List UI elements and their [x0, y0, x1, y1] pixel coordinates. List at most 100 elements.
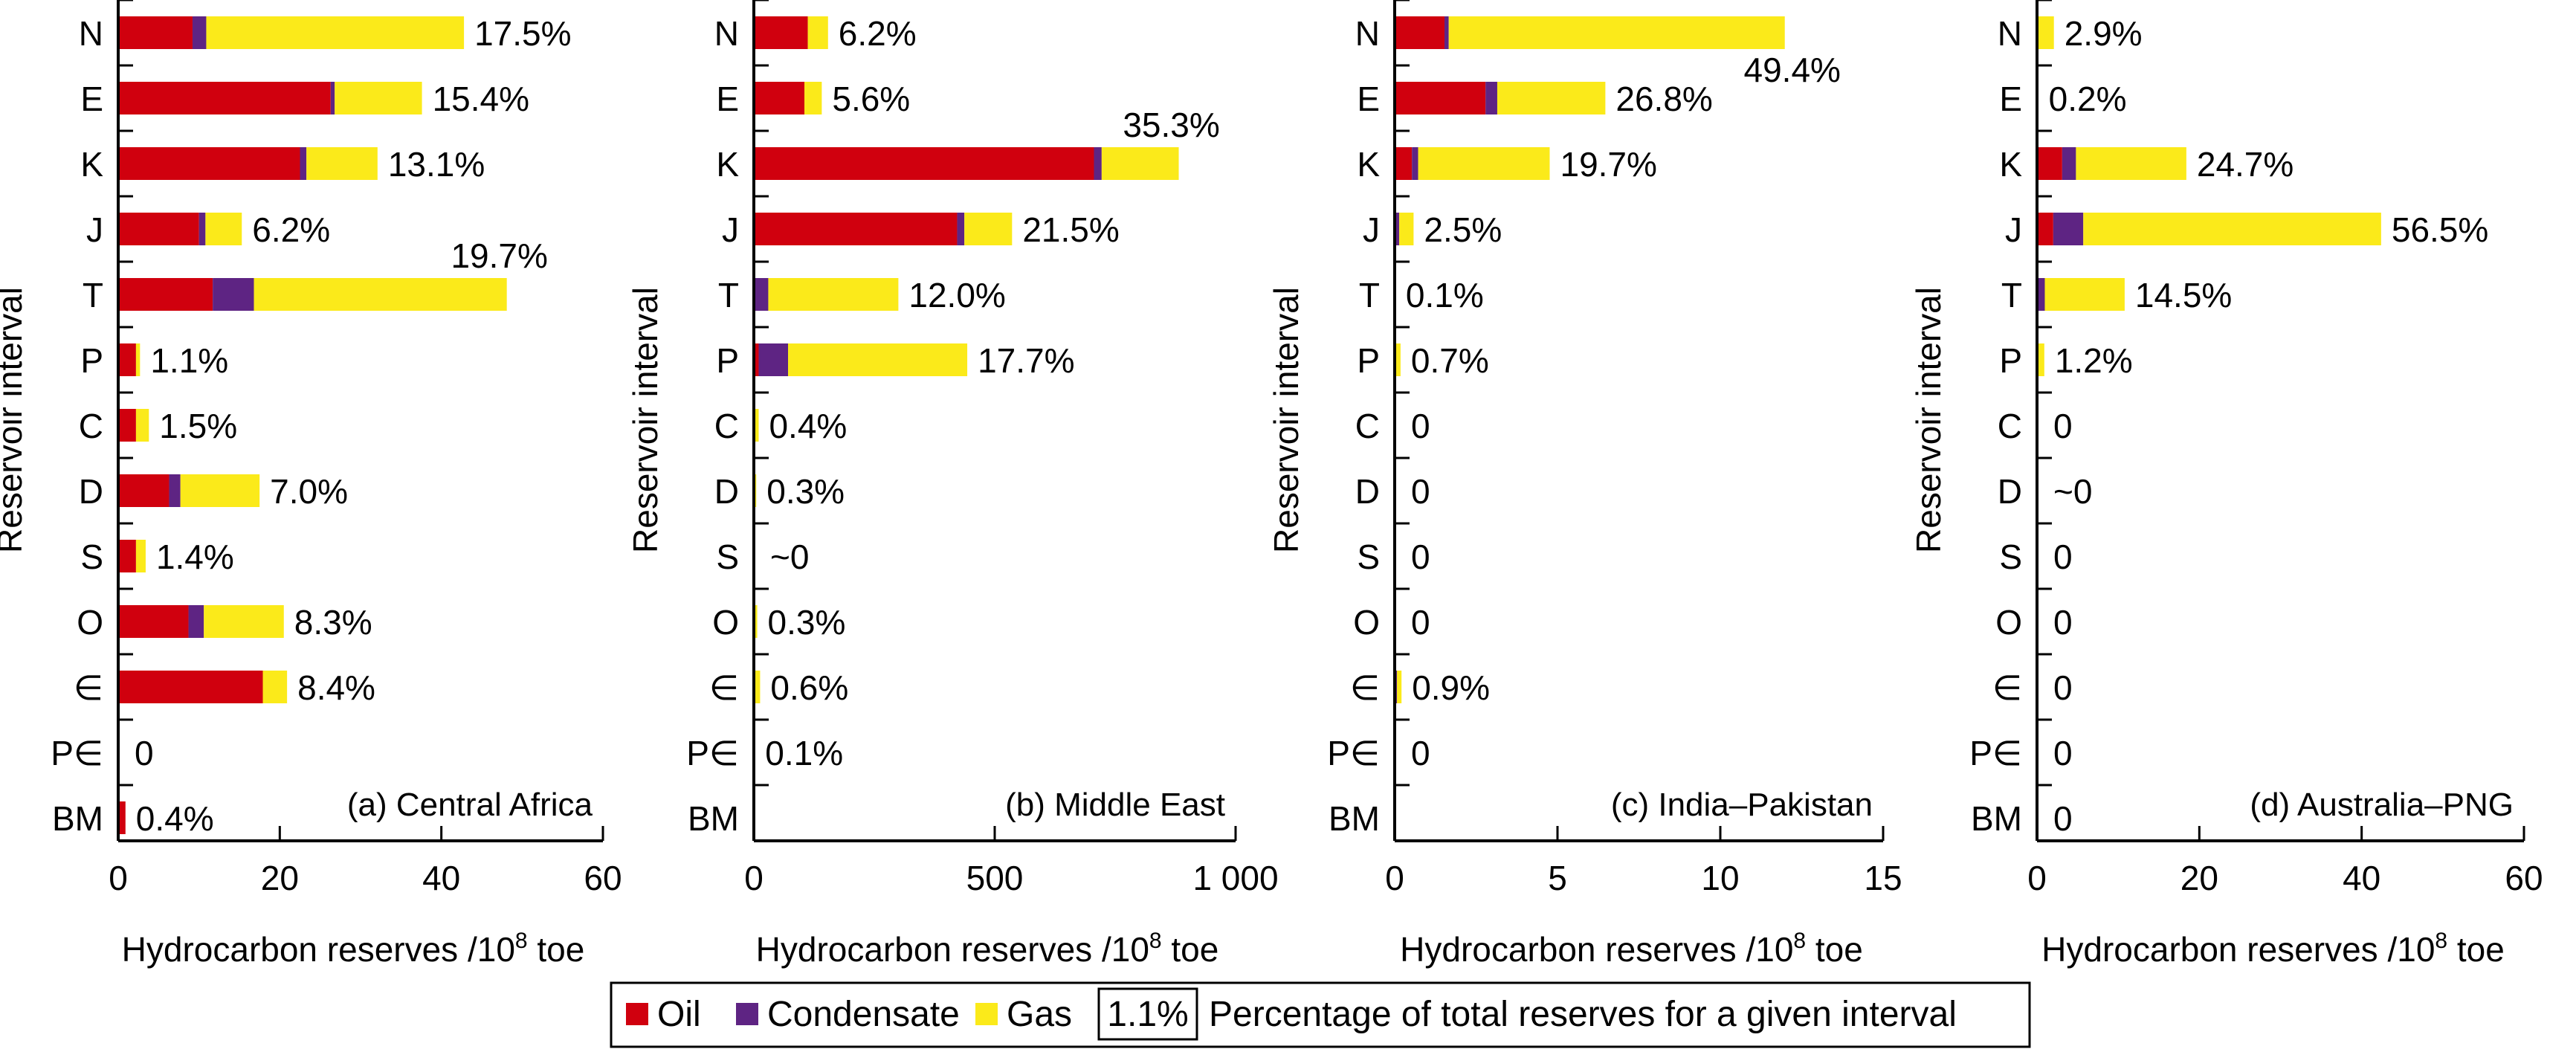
data-label: 0.6% [770, 668, 848, 707]
gas-segment [335, 82, 422, 114]
data-label: 7.0% [270, 472, 348, 511]
category-label: N [714, 14, 739, 53]
data-label: 0 [2053, 603, 2073, 642]
data-label: 0.4% [769, 407, 847, 445]
data-label: 56.5% [2392, 210, 2488, 249]
bar-row-2 [2037, 147, 2186, 180]
y-axis-title: Reservoir interval [0, 287, 29, 553]
panel-3: N49.4%E 26.8%K 19.7%J 2.5%T 0.1%P 0.7%C 0D 0S 0O… [1267, 0, 1902, 969]
oil-segment [118, 278, 213, 311]
bar-row-6 [118, 409, 149, 442]
bar-row-0 [1395, 16, 1785, 49]
oil-segment [118, 474, 170, 507]
data-label: 14.5% [2135, 276, 2232, 314]
bar-row-5 [754, 343, 968, 376]
x-tick-label: 40 [2343, 859, 2380, 897]
data-label: 0 [2053, 407, 2073, 445]
category-label: O [1353, 603, 1380, 642]
gas-segment [2083, 213, 2381, 245]
data-label: 0 [135, 734, 154, 772]
oil-segment [118, 16, 193, 49]
data-label: 0 [2053, 668, 2073, 707]
category-label: ∈ [709, 668, 739, 707]
x-axis-title: Hydrocarbon reserves /108 toe [2041, 929, 2505, 969]
gas-segment [1399, 213, 1414, 245]
data-label: 24.7% [2197, 145, 2293, 184]
gas-segment [1101, 147, 1179, 180]
gas-segment [135, 409, 149, 442]
condensate-segment [188, 605, 204, 638]
legend-label-condensate: Condensate [767, 995, 960, 1034]
x-tick-label: 0 [1385, 859, 1404, 897]
chart-panels: N 17.5% E 15.4% K 13.1% J 6.2% T 19.7% P 1.1% C 1.5% D… [0, 0, 2543, 969]
category-label: D [79, 472, 103, 511]
category-label: BM [1329, 799, 1380, 838]
bar-row-2 [118, 147, 378, 180]
gas-segment [205, 213, 242, 245]
category-label: T [718, 276, 739, 314]
bar-row-4 [2037, 278, 2125, 311]
category-label: S [1999, 538, 2022, 576]
data-label: 8.3% [294, 603, 372, 642]
data-label: 0.2% [2049, 80, 2127, 118]
category-label: K [80, 145, 103, 184]
legend-label-gas: Gas [1007, 995, 1072, 1034]
category-label: S [80, 538, 103, 576]
oil-segment [118, 82, 331, 114]
legend-swatch-condensate [736, 1003, 758, 1025]
condensate-segment [957, 213, 965, 245]
category-label: C [1355, 407, 1380, 445]
oil-segment [118, 605, 189, 638]
category-label: J [722, 210, 739, 249]
oil-segment [2037, 147, 2062, 180]
data-label: 1.1% [150, 341, 228, 380]
category-label: P∈ [51, 734, 103, 772]
category-label: T [83, 276, 103, 314]
data-label: 0 [1411, 603, 1430, 642]
bar-row-3 [118, 213, 242, 245]
condensate-segment [213, 278, 254, 311]
bar-row-12 [118, 801, 126, 834]
oil-segment [118, 147, 300, 180]
category-label: C [1998, 407, 2022, 445]
oil-segment [754, 343, 759, 376]
gas-segment [306, 147, 378, 180]
data-label: 17.5% [474, 14, 571, 53]
oil-segment [754, 147, 1094, 180]
category-label: ∈ [1992, 668, 2022, 707]
oil-segment [118, 671, 263, 703]
condensate-segment [330, 82, 335, 114]
category-label: P [1999, 341, 2022, 380]
oil-segment [1395, 82, 1486, 114]
category-label: S [1357, 538, 1380, 576]
gas-segment [2037, 16, 2054, 49]
data-label: 17.7% [978, 341, 1074, 380]
category-label: ∈ [1350, 668, 1380, 707]
y-axis-title: Reservoir interval [1909, 287, 1948, 553]
data-label: 26.8% [1615, 80, 1712, 118]
bar-row-10 [118, 671, 288, 703]
data-label: 1.4% [156, 538, 234, 576]
data-label: 13.1% [388, 145, 485, 184]
oil-segment [118, 540, 136, 572]
category-label: C [714, 407, 739, 445]
data-label: 0.3% [766, 472, 845, 511]
data-label: 0.3% [768, 603, 846, 642]
category-label: E [80, 80, 103, 118]
condensate-segment [2053, 213, 2084, 245]
gas-segment [2044, 278, 2125, 311]
x-tick-label: 5 [1548, 859, 1567, 897]
panel-title: (c) India–Pakistan [1611, 787, 1873, 823]
category-label: T [2001, 276, 2022, 314]
category-label: P∈ [1969, 734, 2022, 772]
category-label: D [1998, 472, 2022, 511]
data-label: 1.2% [2055, 341, 2133, 380]
gas-segment [1497, 82, 1606, 114]
condensate-segment [1485, 82, 1497, 114]
data-label: 15.4% [433, 80, 529, 118]
data-label: 35.3% [1123, 106, 1219, 144]
gas-segment [807, 16, 828, 49]
data-label: 0.4% [136, 799, 214, 838]
x-tick-label: 40 [422, 859, 460, 897]
